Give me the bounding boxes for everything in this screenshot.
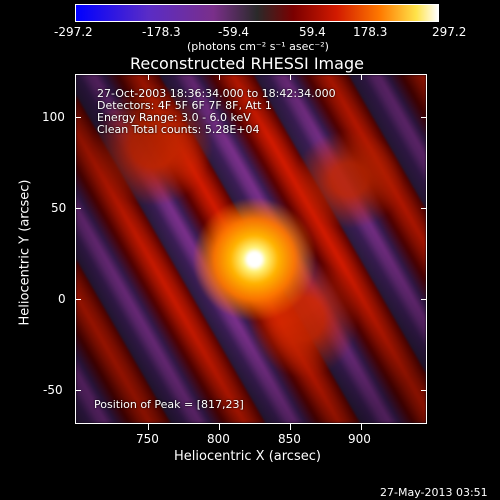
x-tick — [290, 424, 291, 430]
y-tick — [75, 390, 81, 391]
colorbar-tick-label: -178.3 — [142, 25, 181, 39]
colorbar-tick-label: 59.4 — [299, 25, 326, 39]
info-line: 27-Oct-2003 18:36:34.000 to 18:42:34.000 — [97, 87, 336, 100]
x-tick-label: 800 — [207, 432, 230, 446]
y-tick-label: -50 — [43, 383, 63, 397]
y-tick-label: 100 — [42, 110, 65, 124]
y-tick — [421, 117, 427, 118]
y-tick — [421, 208, 427, 209]
x-tick — [219, 424, 220, 430]
y-tick — [75, 299, 81, 300]
y-tick — [421, 299, 427, 300]
x-tick — [361, 424, 362, 430]
colorbar-tick-label: 297.2 — [432, 25, 467, 39]
y-tick — [75, 208, 81, 209]
colorbar-tick-label: 178.3 — [353, 25, 388, 39]
x-axis-label: Heliocentric X (arcsec) — [174, 449, 321, 464]
x-tick — [361, 74, 362, 80]
y-tick — [75, 117, 81, 118]
x-tick — [148, 424, 149, 430]
x-tick — [219, 74, 220, 80]
x-tick-label: 750 — [136, 432, 159, 446]
observation-info: 27-Oct-2003 18:36:34.000 to 18:42:34.000… — [97, 88, 336, 136]
y-axis-label: Heliocentric Y (arcsec) — [17, 179, 33, 326]
y-tick-label: 0 — [58, 292, 66, 306]
heatmap-image — [76, 75, 426, 423]
colorbar — [75, 4, 439, 22]
y-tick-label: 50 — [51, 201, 67, 215]
colorbar-units: (photons cm⁻² s⁻¹ asec⁻²) — [187, 40, 329, 53]
colorbar-tick-label: -297.2 — [54, 25, 93, 39]
x-tick-label: 850 — [278, 432, 301, 446]
peak-position: Position of Peak = [817,23] — [94, 398, 244, 411]
x-tick — [148, 74, 149, 80]
info-line: Energy Range: 3.0 - 6.0 keV — [97, 111, 251, 124]
footer-timestamp: 27-May-2013 03:51 — [380, 486, 488, 499]
plot-title: Reconstructed RHESSI Image — [130, 54, 364, 73]
y-tick — [421, 390, 427, 391]
info-line: Detectors: 4F 5F 6F 7F 8F, Att 1 — [97, 99, 272, 112]
x-tick — [290, 74, 291, 80]
x-tick-label: 900 — [348, 432, 371, 446]
colorbar-tick-label: -59.4 — [218, 25, 250, 39]
info-line: Clean Total counts: 5.28E+04 — [97, 123, 260, 136]
